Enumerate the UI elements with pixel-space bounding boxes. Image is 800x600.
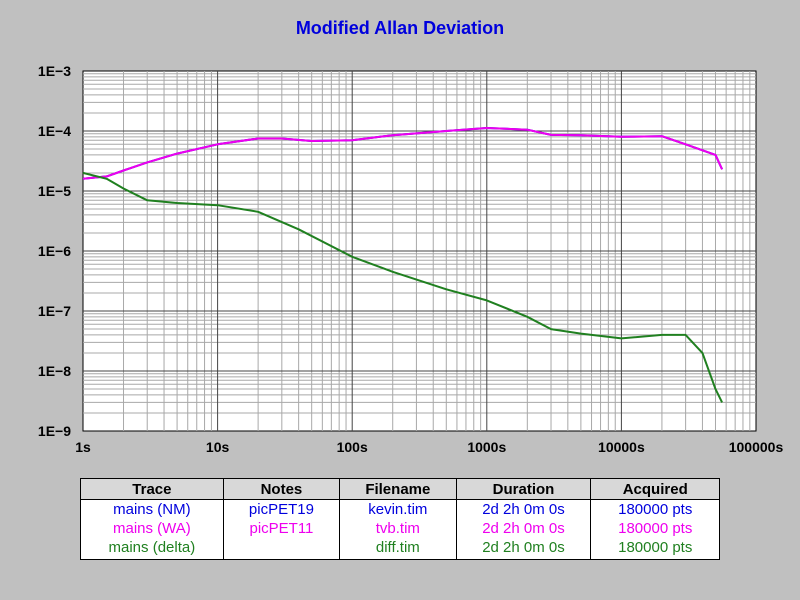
legend-duration: 2d 2h 0m 0s bbox=[455, 519, 591, 538]
legend-acquired: 180000 pts bbox=[590, 519, 720, 538]
x-tick-label: 1000s bbox=[467, 439, 506, 455]
y-tick-label: 1E−3 bbox=[38, 63, 71, 79]
legend-filename: kevin.tim bbox=[339, 499, 457, 519]
legend-table: Trace Notes Filename Duration Acquired m… bbox=[80, 478, 720, 560]
x-tick-label: 100000s bbox=[729, 439, 784, 455]
legend-notes: picPET11 bbox=[222, 519, 340, 538]
legend-acquired: 180000 pts bbox=[590, 499, 720, 519]
legend-header-acquired: Acquired bbox=[590, 478, 720, 500]
legend-body: mains (NM) picPET19 kevin.tim 2d 2h 0m 0… bbox=[80, 499, 720, 560]
y-tick-label: 1E−7 bbox=[38, 303, 71, 319]
series-line-2 bbox=[82, 171, 723, 403]
legend-header-duration: Duration bbox=[455, 478, 591, 500]
series-layer bbox=[82, 127, 724, 403]
legend-acquired: 180000 pts bbox=[590, 538, 720, 560]
y-tick-label: 1E−4 bbox=[38, 123, 71, 139]
legend-header-row: Trace Notes Filename Duration Acquired bbox=[80, 478, 720, 500]
legend-trace: mains (delta) bbox=[80, 538, 224, 560]
legend-filename: diff.tim bbox=[339, 538, 457, 560]
y-tick-label: 1E−8 bbox=[38, 363, 71, 379]
legend-trace: mains (NM) bbox=[80, 499, 224, 519]
tick-labels: 1s 10s 100s 1000s 10000s 100000s 1E−9 1E−8 1E−7 1… bbox=[38, 63, 784, 455]
legend-duration: 2d 2h 0m 0s bbox=[455, 538, 591, 560]
legend-duration: 2d 2h 0m 0s bbox=[455, 499, 591, 519]
x-tick-label: 10s bbox=[206, 439, 230, 455]
legend-row: mains (delta) diff.tim 2d 2h 0m 0s 18000… bbox=[80, 538, 720, 560]
x-tick-label: 10000s bbox=[598, 439, 645, 455]
grid-major bbox=[83, 71, 756, 431]
legend-notes bbox=[222, 538, 340, 560]
series-line-1 bbox=[82, 127, 724, 180]
x-tick-label: 1s bbox=[75, 439, 91, 455]
legend-trace: mains (WA) bbox=[80, 519, 224, 538]
plot-area: 1s 10s 100s 1000s 10000s 100000s 1E−9 1E−8 1E−7 1… bbox=[38, 63, 784, 455]
legend-header-filename: Filename bbox=[339, 478, 457, 500]
legend-row: mains (WA) picPET11 tvb.tim 2d 2h 0m 0s … bbox=[80, 519, 720, 538]
legend-header-notes: Notes bbox=[222, 478, 340, 500]
legend-header-trace: Trace bbox=[80, 478, 224, 500]
x-tick-label: 100s bbox=[337, 439, 368, 455]
legend-row: mains (NM) picPET19 kevin.tim 2d 2h 0m 0… bbox=[80, 499, 720, 519]
y-tick-label: 1E−9 bbox=[38, 423, 71, 439]
chart-title: Modified Allan Deviation bbox=[295, 18, 505, 38]
legend-filename: tvb.tim bbox=[339, 519, 457, 538]
legend-notes: picPET19 bbox=[222, 499, 340, 519]
y-tick-label: 1E−5 bbox=[38, 183, 71, 199]
y-tick-label: 1E−6 bbox=[38, 243, 71, 259]
